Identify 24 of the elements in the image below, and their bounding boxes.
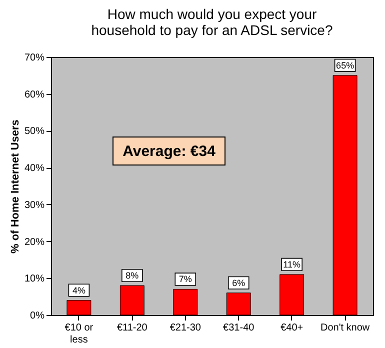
y-tick-label: 40%	[24, 163, 45, 174]
y-tick-label: 30%	[24, 200, 45, 211]
text: How much would you expect your	[107, 6, 317, 22]
text: household to pay for an ADSL service?	[91, 22, 333, 38]
x-tick-label: Don't know	[320, 322, 370, 334]
y-axis-title: % of Home Internet Users	[9, 120, 22, 254]
y-tick-label: 10%	[24, 274, 45, 285]
data-label: 6%	[232, 278, 246, 288]
y-tick-label: 50%	[24, 126, 45, 138]
data-label: 4%	[72, 285, 86, 296]
data-label: 8%	[126, 270, 139, 281]
x-tick-label: €11-20	[116, 322, 148, 334]
x-tick-label: €31-40	[223, 322, 255, 334]
y-tick-label: 0%	[30, 310, 45, 322]
annotation: Average: €34	[122, 143, 216, 160]
data-label: 11%	[283, 259, 301, 270]
x-tick-label: €10 or less	[64, 322, 94, 346]
y-tick-label: 60%	[24, 89, 45, 100]
y-tick-label: 70%	[24, 52, 45, 64]
data-label: 7%	[178, 274, 192, 284]
data-label: 65%	[336, 60, 354, 70]
x-tick-label: €40+	[280, 322, 304, 334]
x-tick-label: €21-30	[170, 322, 202, 334]
y-tick-label: 20%	[24, 236, 45, 248]
